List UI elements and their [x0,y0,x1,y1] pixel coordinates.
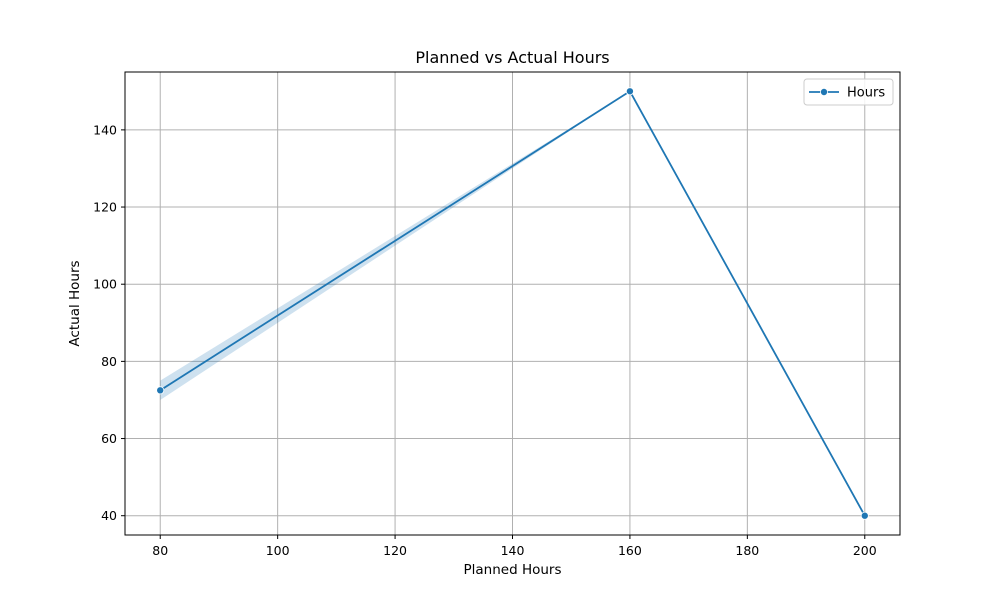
x-axis-label: Planned Hours [464,562,562,578]
grid-lines [125,72,900,535]
series-layer [156,87,869,520]
confidence-band [160,91,865,516]
x-axis-ticks: 80 100 120 140 160 180 200 [152,535,877,558]
data-point [860,511,869,520]
data-point [156,386,165,395]
y-tick-label: 100 [93,277,117,292]
legend-label: Hours [847,86,885,101]
x-tick-label: 100 [266,543,290,558]
y-tick-label: 140 [93,122,117,137]
data-point [625,87,634,96]
y-axis-label: Actual Hours [67,260,83,346]
chart-title: Planned vs Actual Hours [415,48,609,67]
legend-box [803,78,894,106]
legend: Hours [803,78,894,106]
y-tick-label: 60 [101,431,117,446]
x-tick-label: 80 [152,543,168,558]
x-tick-label: 180 [735,543,759,558]
x-tick-label: 140 [501,543,525,558]
legend-marker [820,88,829,97]
y-tick-label: 40 [101,508,117,523]
y-tick-label: 120 [93,200,117,215]
y-axis-ticks: 40 60 80 100 120 140 [93,122,125,523]
x-tick-label: 120 [383,543,407,558]
x-tick-label: 160 [618,543,642,558]
x-tick-label: 200 [853,543,877,558]
y-tick-label: 80 [101,354,117,369]
confidence-band-layer [160,91,865,516]
